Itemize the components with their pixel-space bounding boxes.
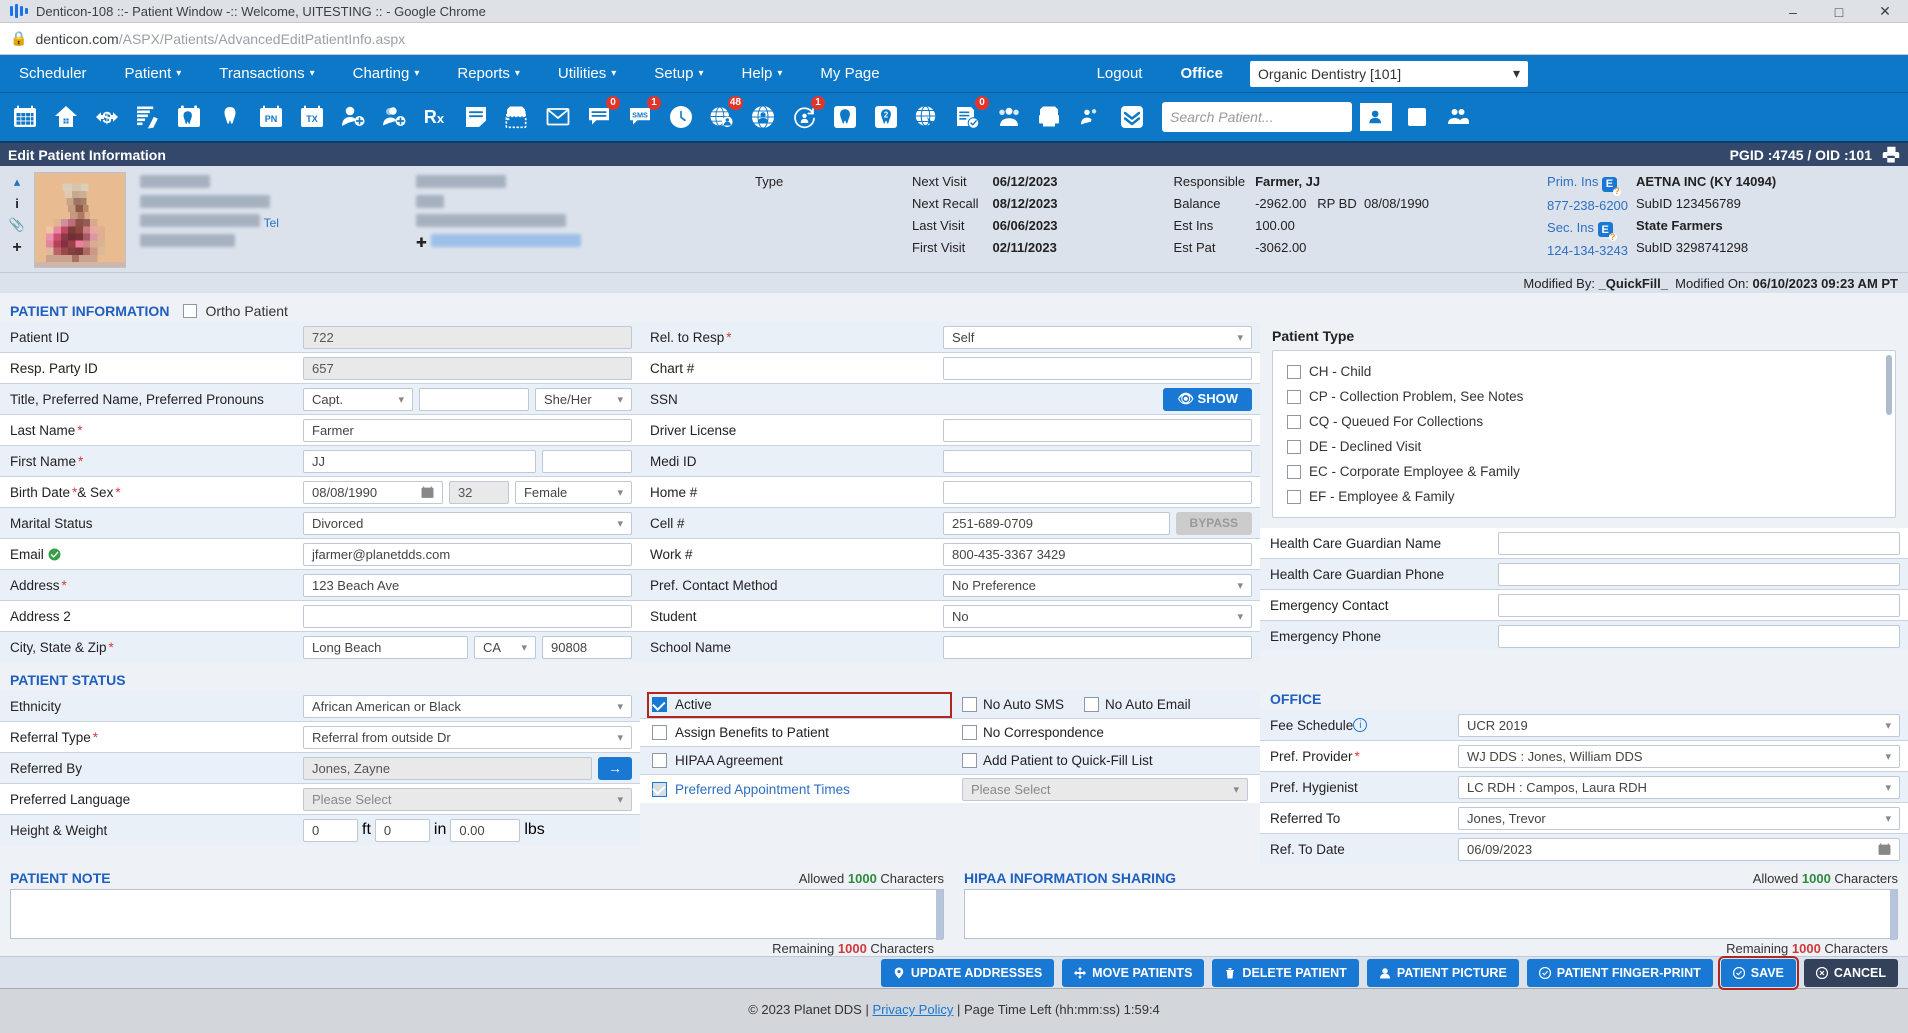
svg-text:SMS: SMS: [632, 111, 648, 120]
svg-text:Rx: Rx: [424, 107, 445, 127]
svg-text:$: $: [103, 110, 112, 127]
svg-text:TX: TX: [306, 114, 318, 124]
svg-text:PN: PN: [265, 114, 278, 124]
svg-text:2: 2: [884, 110, 889, 119]
